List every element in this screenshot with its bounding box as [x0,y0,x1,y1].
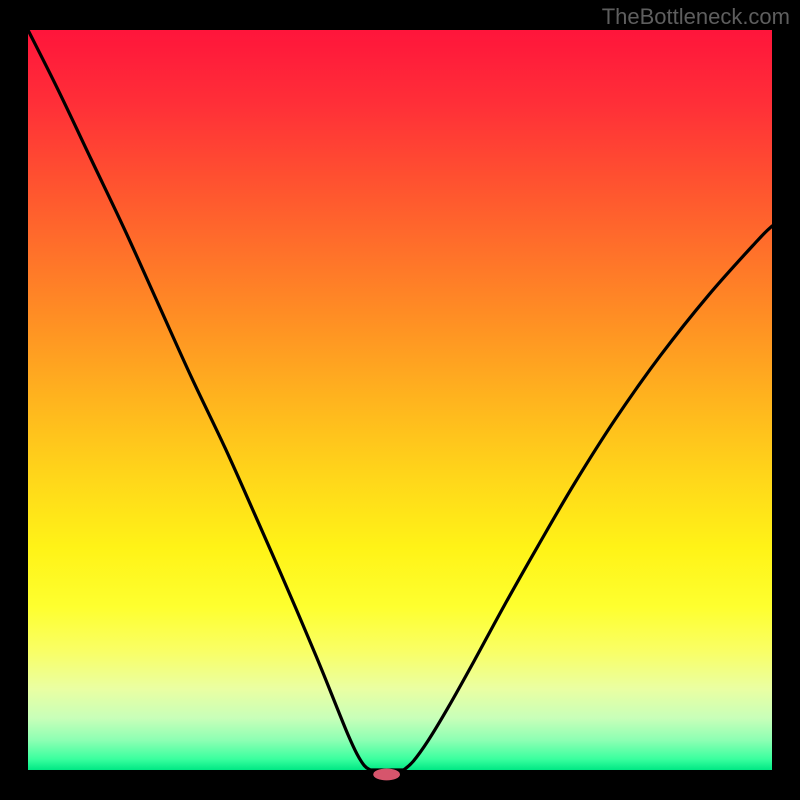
bottleneck-chart [0,0,800,800]
chart-container: { "watermark": "TheBottleneck.com", "cha… [0,0,800,800]
plot-background [28,30,772,770]
watermark-text: TheBottleneck.com [602,4,790,30]
optimal-marker [373,769,400,781]
